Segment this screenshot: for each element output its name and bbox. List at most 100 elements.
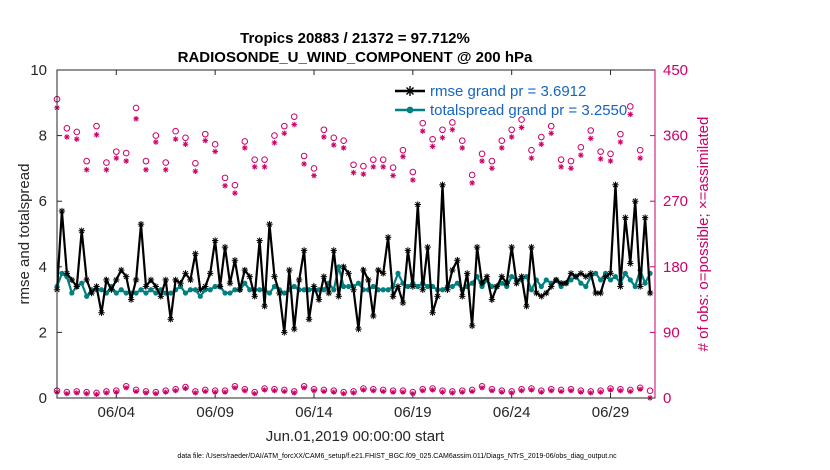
obs-assimilated-point	[548, 130, 555, 137]
rmse-point	[533, 289, 540, 297]
obs-possible-point	[182, 134, 189, 142]
totalspread-point	[593, 270, 599, 276]
obs-possible-point	[528, 146, 535, 154]
totalspread-point	[69, 290, 75, 296]
totalspread-point	[336, 264, 342, 270]
rmse-point	[286, 266, 293, 274]
rmse-point	[108, 286, 115, 293]
obs-low-assimilated-point	[459, 389, 465, 395]
obs-assimilated-point	[637, 155, 643, 161]
totalspread-point	[123, 290, 129, 296]
rmse-point	[113, 276, 120, 284]
totalspread-point	[301, 287, 307, 293]
obs-possible-point	[261, 156, 268, 163]
rmse-point	[58, 207, 66, 215]
obs-possible-point	[626, 103, 634, 110]
totalspread-point	[168, 290, 174, 296]
totalspread-point	[607, 277, 614, 283]
obs-low-assimilated-point	[518, 388, 525, 394]
totalspread-point	[84, 293, 90, 299]
rmse-point	[360, 266, 367, 274]
obs-possible-point	[458, 137, 466, 145]
obs-assimilated-point	[182, 141, 189, 148]
rmse-point	[152, 283, 160, 290]
totalspread-point	[454, 280, 460, 286]
plot-area	[57, 70, 655, 398]
obs-assimilated-point	[123, 158, 129, 164]
rmse-point	[627, 260, 634, 267]
obs-assimilated-point	[133, 115, 139, 122]
totalspread-point	[143, 290, 149, 296]
obs-low-assimilated-point	[390, 389, 396, 395]
obs-assimilated-point	[439, 134, 446, 141]
totalspread-point	[405, 283, 411, 290]
totalspread-point	[148, 287, 154, 293]
obs-assimilated-point	[192, 168, 199, 175]
obs-low-assimilated-point	[182, 385, 189, 392]
obs-possible-point	[83, 157, 90, 165]
obs-possible-point	[399, 146, 407, 154]
obs-possible-point	[251, 156, 258, 163]
obs-assimilated-point	[261, 164, 268, 170]
obs-possible-point	[241, 138, 249, 145]
obs-possible-point	[172, 127, 179, 135]
obs-low-assimilated-point	[607, 387, 614, 393]
totalspread-point	[133, 290, 139, 296]
rmse-point	[572, 273, 580, 280]
rmse-point	[256, 237, 263, 244]
obs-low-assimilated-point	[479, 385, 485, 391]
obs-low-assimilated-point	[578, 389, 584, 395]
totalspread-point	[380, 287, 386, 293]
obs-low-assimilated-point	[321, 388, 327, 395]
rmse-point	[350, 286, 357, 293]
obs-assimilated-point	[489, 165, 495, 172]
totalspread-point	[415, 283, 421, 290]
y-axis-label-left: rmse and totalspread	[16, 164, 33, 305]
obs-possible-point	[617, 130, 624, 138]
obs-assimilated-point	[627, 111, 634, 118]
rmse-point	[394, 283, 402, 290]
rmse-point	[197, 286, 204, 293]
obs-possible-point	[201, 130, 209, 138]
rmse-point	[493, 283, 501, 290]
obs-possible-point	[281, 122, 288, 130]
rmse-point	[617, 283, 624, 290]
obs-assimilated-point	[400, 153, 406, 160]
rmse-point	[271, 273, 278, 280]
totalspread-point	[341, 283, 347, 290]
obs-assimilated-point	[528, 155, 535, 161]
obs-assimilated-point	[83, 166, 90, 173]
totalspread-point	[222, 290, 228, 296]
obs-possible-point	[271, 132, 278, 139]
obs-low-assimilated-point	[548, 388, 554, 394]
rmse-point	[370, 312, 377, 320]
totalspread-point	[583, 283, 589, 290]
obs-assimilated-point	[330, 142, 337, 148]
obs-assimilated-point	[498, 145, 505, 151]
obs-possible-point	[538, 133, 545, 141]
obs-possible-point	[607, 150, 614, 158]
obs-possible-point	[646, 387, 654, 395]
obs-low-assimilated-point	[242, 388, 248, 394]
rmse-point	[567, 270, 575, 277]
obs-possible-point	[221, 174, 229, 182]
rmse-point	[315, 296, 323, 303]
rmse-point	[73, 283, 80, 290]
obs-low-assimilated-point	[212, 389, 218, 395]
rmse-series	[53, 181, 654, 336]
totalspread-point	[153, 290, 159, 296]
rmse-point	[473, 243, 481, 251]
chart-title: Tropics 20883 / 21372 = 97.712%	[240, 30, 470, 47]
totalspread-point	[469, 280, 475, 286]
obs-low-assimilated-point	[281, 388, 287, 395]
obs-possible-point	[320, 126, 328, 134]
totalspread-point	[499, 280, 505, 286]
rmse-point	[266, 220, 273, 228]
rmse-point	[216, 283, 224, 290]
rmse-point	[147, 276, 155, 284]
obs-possible-point	[468, 171, 476, 179]
data-file-footnote: data file: /Users/raeder/DAI/ATM_forcXX/…	[177, 453, 617, 460]
rmse-point	[503, 280, 510, 287]
rmse-point	[577, 270, 585, 277]
legend-rmse-label: rmse grand pr = 3.6912	[430, 83, 586, 100]
